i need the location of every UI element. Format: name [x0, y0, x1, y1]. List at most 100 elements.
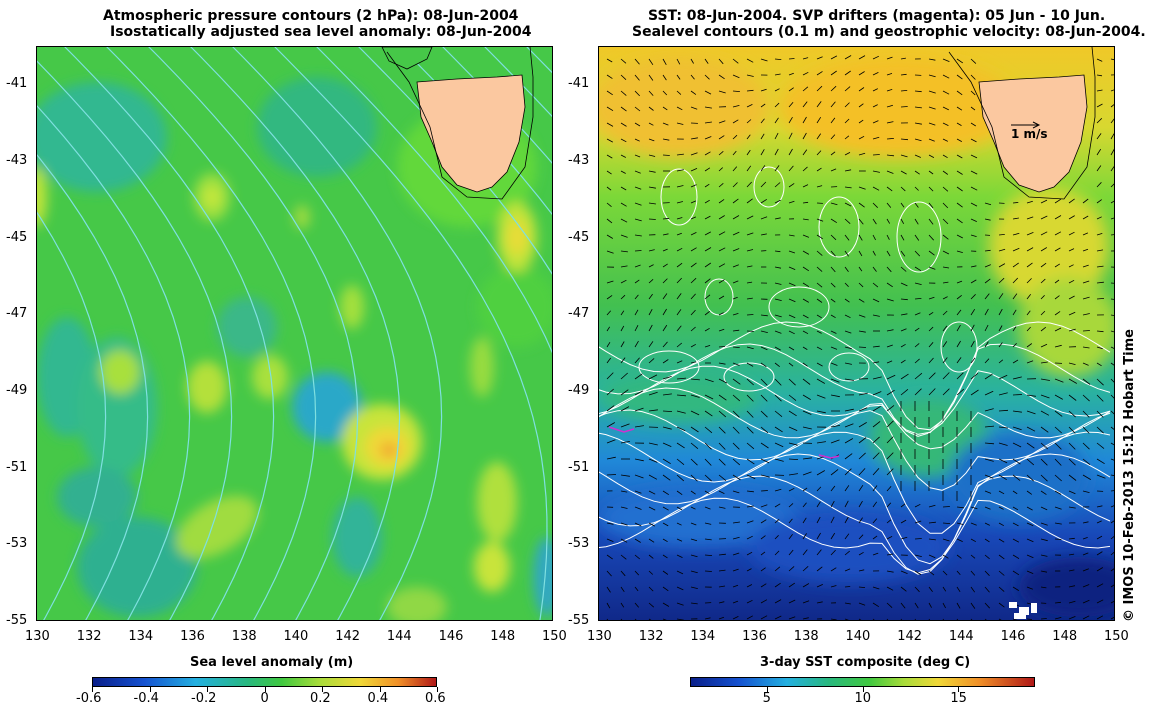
- sealevel-contour-ring: [828, 352, 870, 382]
- right-lon-tick-130: 130: [587, 629, 612, 644]
- velocity-arrow: [956, 586, 961, 593]
- velocity-arrow: [662, 293, 668, 300]
- velocity-arrow: [1012, 376, 1022, 380]
- pressure-contour-line: [37, 154, 149, 620]
- pressure-contour-line: [316, 47, 552, 354]
- velocity-arrow: [802, 218, 809, 221]
- velocity-arrow: [662, 106, 668, 111]
- velocity-arrow: [1054, 394, 1063, 400]
- velocity-arrow: [956, 154, 963, 159]
- velocity-arrow: [942, 372, 950, 380]
- velocity-arrow: [830, 218, 838, 224]
- velocity-arrow: [1096, 330, 1104, 333]
- velocity-arrow: [886, 329, 894, 332]
- velocity-arrow: [746, 74, 754, 77]
- velocity-arrow: [1068, 426, 1076, 434]
- velocity-arrow: [662, 538, 668, 543]
- velocity-scale-label: 1 m/s: [1011, 127, 1048, 141]
- velocity-arrow: [998, 293, 1004, 300]
- velocity-arrow: [858, 392, 868, 396]
- velocity-arrow: [1012, 426, 1022, 431]
- velocity-arrow: [774, 503, 781, 508]
- right-lon-tick-140: 140: [845, 629, 871, 644]
- velocity-arrow: [732, 442, 740, 450]
- velocity-arrow: [746, 232, 754, 236]
- velocity-arrow: [858, 152, 866, 156]
- velocity-arrow: [774, 378, 782, 386]
- velocity-arrow: [718, 58, 724, 65]
- velocity-arrow: [998, 570, 1005, 576]
- velocity-arrow: [928, 186, 934, 192]
- sst-velocity-map[interactable]: 1 m/s: [598, 46, 1115, 621]
- velocity-arrow: [1026, 310, 1031, 316]
- velocity-arrow: [1068, 474, 1077, 481]
- velocity-arrow: [984, 554, 990, 560]
- velocity-arrow: [788, 394, 797, 401]
- velocity-arrow: [1012, 232, 1020, 236]
- velocity-arrow: [970, 522, 977, 526]
- sea-level-anomaly-map[interactable]: [36, 46, 553, 621]
- velocity-arrow: [1082, 458, 1091, 466]
- velocity-arrow: [900, 570, 908, 574]
- velocity-arrow: [1096, 394, 1104, 402]
- velocity-arrow: [732, 166, 738, 172]
- velocity-arrow: [830, 70, 837, 76]
- velocity-arrow: [760, 490, 768, 492]
- velocity-arrow: [886, 586, 894, 591]
- velocity-arrow: [634, 202, 642, 206]
- velocity-arrow: [1054, 231, 1062, 236]
- velocity-arrow: [662, 586, 669, 592]
- sealevel-contour-line: [599, 475, 1111, 575]
- velocity-arrow: [998, 490, 1005, 495]
- left-lat-tick--55: -55: [6, 613, 28, 628]
- velocity-arrow: [970, 186, 978, 191]
- velocity-arrow: [676, 394, 687, 397]
- velocity-arrow: [1082, 584, 1090, 588]
- velocity-arrow: [648, 264, 654, 268]
- velocity-arrow: [802, 71, 809, 76]
- velocity-arrow: [970, 58, 977, 64]
- right-colorbar-tick-10: 10: [854, 691, 872, 706]
- velocity-arrow: [690, 538, 698, 542]
- velocity-arrow: [942, 554, 949, 559]
- velocity-arrow: [1026, 586, 1033, 590]
- velocity-arrow: [1040, 410, 1050, 416]
- velocity-arrow: [802, 617, 809, 620]
- velocity-arrow: [1040, 426, 1049, 433]
- sealevel-contour-ring: [896, 201, 942, 273]
- velocity-arrow: [620, 522, 628, 526]
- left-lon-tick-144: 144: [386, 629, 412, 644]
- velocity-arrow: [830, 117, 836, 124]
- velocity-arrow: [648, 90, 654, 96]
- velocity-arrow: [942, 296, 948, 300]
- velocity-arrow: [690, 361, 697, 364]
- pressure-contour-line: [442, 47, 552, 164]
- velocity-arrow: [676, 618, 684, 620]
- velocity-arrow: [1082, 346, 1090, 349]
- velocity-arrow: [886, 56, 893, 60]
- velocity-arrow: [830, 234, 837, 241]
- velocity-arrow: [998, 538, 1005, 543]
- velocity-arrow: [676, 232, 682, 236]
- velocity-arrow: [956, 170, 963, 175]
- left-colorbar-title: Sea level anomaly (m): [190, 655, 354, 670]
- velocity-arrow: [1110, 490, 1114, 492]
- velocity-arrow: [732, 616, 739, 620]
- velocity-arrow: [942, 202, 949, 209]
- right-lat-tick--49: -49: [568, 383, 590, 398]
- velocity-arrow: [788, 378, 796, 386]
- left-colorbar-tick-mark-0.4: [379, 687, 381, 692]
- velocity-arrow: [620, 90, 627, 96]
- velocity-arrow: [634, 586, 639, 592]
- velocity-arrow: [676, 342, 683, 348]
- velocity-arrow: [1110, 104, 1114, 108]
- velocity-arrow: [844, 618, 849, 620]
- velocity-arrow: [886, 420, 894, 428]
- velocity-arrow: [886, 519, 892, 524]
- velocity-arrow: [830, 485, 836, 492]
- velocity-arrow: [928, 296, 935, 300]
- velocity-arrow: [830, 549, 836, 556]
- velocity-arrow: [634, 154, 641, 158]
- right-colorbar-tick-mark-15: [958, 687, 960, 692]
- velocity-arrow: [1110, 474, 1114, 476]
